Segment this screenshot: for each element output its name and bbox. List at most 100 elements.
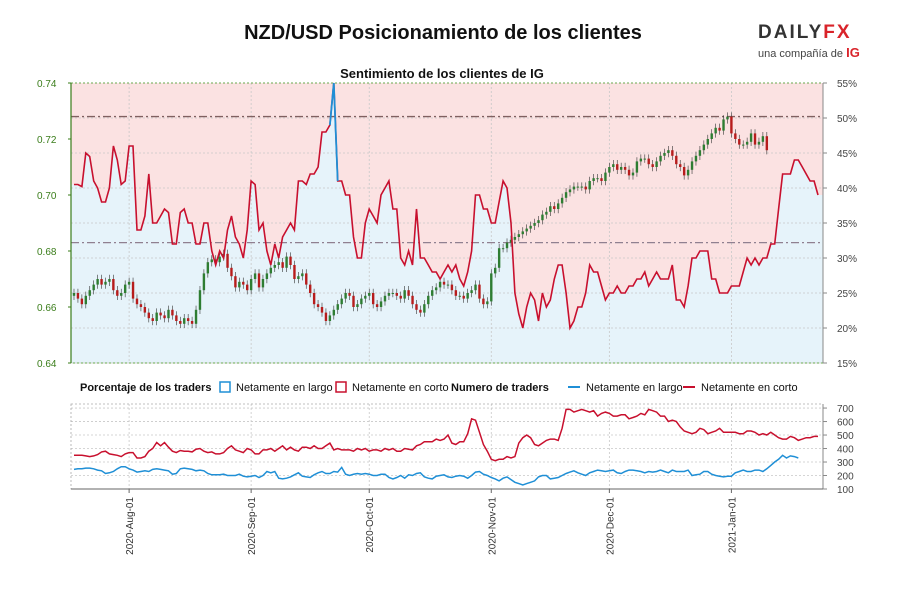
candle-body: [702, 144, 706, 151]
candle-body: [722, 119, 725, 131]
candle-body: [761, 136, 765, 142]
candle-body: [525, 228, 528, 232]
candle-body: [411, 295, 414, 305]
candle-body: [517, 234, 521, 237]
legend-count-long-label: Netamente en largo: [586, 382, 683, 394]
candle-body: [230, 267, 233, 277]
candle-body: [541, 214, 544, 221]
chart-title: NZD/USD Posicionamiento de los clientes: [244, 22, 642, 44]
candle-body: [364, 295, 367, 299]
candle-body: [572, 186, 576, 190]
candle-body: [88, 290, 91, 296]
candle-body: [474, 284, 477, 291]
legend-title-percent: Porcentaje de los traders: [80, 382, 211, 394]
candle-body: [698, 150, 702, 156]
candle-body: [513, 237, 517, 240]
candle-body: [324, 312, 328, 321]
candle-body: [592, 178, 595, 181]
legend-title-count: Numero de traders: [451, 382, 549, 394]
candle-body: [308, 284, 312, 293]
legend-short-label: Netamente en corto: [352, 382, 449, 394]
candle-body: [576, 186, 580, 188]
candle-body: [328, 315, 332, 321]
candle-body: [415, 304, 418, 310]
candle-body: [466, 293, 469, 299]
candle-body: [131, 281, 135, 299]
candle-body: [100, 279, 103, 285]
candle-body: [419, 309, 422, 313]
candle-body: [734, 133, 737, 139]
logo-tagline: una compañía de IG: [758, 45, 868, 60]
candle-body: [171, 309, 174, 316]
left-axis-label: 0.64: [37, 359, 57, 370]
candle-body: [368, 293, 371, 296]
candle-body: [234, 276, 237, 288]
candle-body: [190, 321, 194, 324]
candle-body: [316, 304, 320, 307]
candle-body: [305, 273, 308, 285]
series-line-short-count: [74, 408, 818, 462]
logo-ig: IG: [846, 45, 860, 60]
candle-body: [679, 164, 682, 167]
right-axis-label: 50%: [837, 114, 857, 125]
left-axis-label: 0.72: [37, 135, 57, 146]
candle-body: [139, 304, 143, 307]
candle-body: [332, 309, 336, 316]
candle-body: [210, 259, 213, 263]
candle-body: [108, 279, 111, 282]
candle-body: [608, 167, 611, 173]
candle-body: [431, 290, 434, 296]
left-axis-label: 0.74: [37, 79, 57, 90]
x-axis-label: 2020-Dec-01: [605, 497, 616, 555]
candle-body: [631, 172, 635, 176]
candle-body: [478, 284, 481, 299]
candle-body: [127, 281, 131, 285]
candle-body: [387, 293, 391, 296]
candle-body: [72, 293, 76, 296]
candle-body: [545, 211, 548, 215]
candle-body: [694, 155, 698, 162]
candle-body: [352, 295, 355, 307]
candle-body: [218, 256, 221, 263]
candle-body: [643, 158, 646, 160]
x-axis-label: 2020-Nov-01: [487, 497, 498, 555]
candle-body: [497, 248, 501, 268]
candle-body: [116, 290, 119, 296]
x-axis-label: 2021-Jan-01: [727, 497, 738, 554]
logo-daily: DAILY: [758, 22, 824, 43]
candle-body: [301, 273, 304, 277]
candle-body: [765, 136, 769, 151]
short-zone-fill: [71, 83, 823, 328]
candle-body: [379, 301, 383, 307]
right-axis-label: 55%: [837, 79, 857, 90]
candle-body: [147, 312, 150, 319]
candle-body: [619, 167, 623, 170]
series-line-long-pct: [329, 82, 339, 182]
right-axis-label: 20%: [837, 324, 857, 335]
candle-body: [568, 189, 572, 193]
legend-short-box: [335, 381, 347, 393]
candle-body: [635, 161, 639, 173]
traders-count-panel: 100 200 300 400 500 600 700: [70, 403, 854, 496]
count-axis-label: 200: [837, 472, 854, 483]
candle-body: [742, 144, 745, 146]
candle-body: [320, 307, 324, 313]
candle-body: [167, 309, 170, 319]
candle-body: [462, 295, 465, 299]
candle-body: [360, 298, 363, 305]
count-axis-label: 100: [837, 485, 854, 496]
candle-body: [584, 186, 587, 190]
candle-body: [261, 279, 265, 288]
candle-body: [560, 197, 564, 204]
candle-body: [553, 206, 556, 209]
candle-body: [194, 309, 198, 324]
candle-body: [529, 225, 532, 229]
candle-body: [596, 178, 599, 180]
candle-body: [612, 164, 615, 167]
candle-body: [501, 248, 505, 250]
candle-body: [214, 259, 217, 263]
candle-body: [273, 265, 276, 268]
candle-body: [242, 281, 245, 285]
logo-fx: FX: [823, 22, 852, 43]
logo-wordmark: DAILYFX: [758, 22, 868, 44]
